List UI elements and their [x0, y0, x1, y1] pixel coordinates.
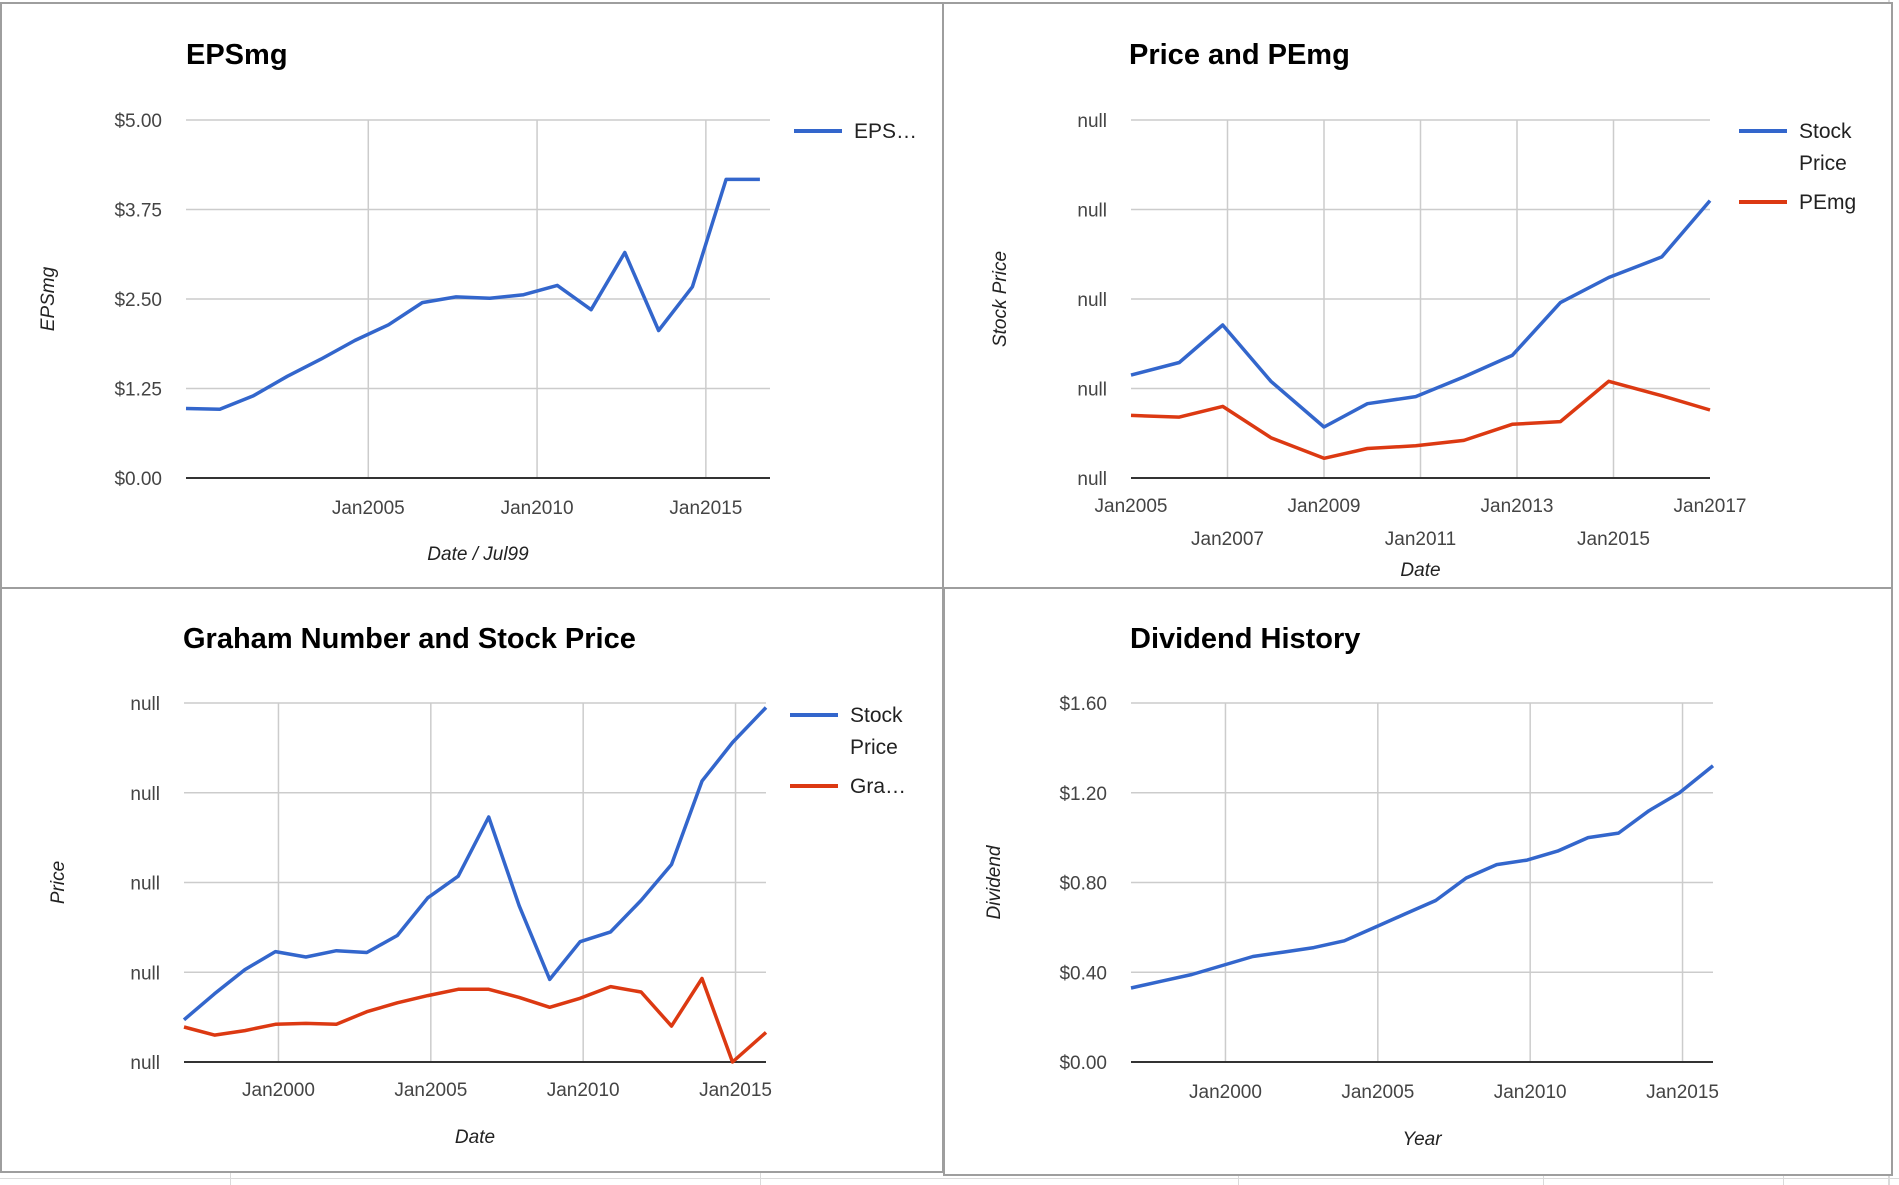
chart-panel-epsmg[interactable]: EPSmg $0.00 $1.25 $2.50 $3.75 $5.00 Jan2005 Jan… [0, 2, 944, 589]
chart-epsmg: EPSmg $0.00 $1.25 $2.50 $3.75 $5.00 Jan2005 Jan… [38, 39, 917, 565]
x-tick-label: Jan2015 [699, 1080, 772, 1101]
chart-title: Dividend History [1130, 623, 1360, 655]
x-tick-label: Jan2005 [1341, 1082, 1414, 1103]
x-tick-label: Jan2015 [1646, 1082, 1719, 1103]
y-tick-label: $2.50 [114, 290, 162, 311]
x-tick-label: Jan2013 [1481, 496, 1554, 517]
x-axis-title: Date [1400, 560, 1440, 581]
chart-title: Price and PEmg [1129, 39, 1350, 71]
x-tick-label: Jan2000 [242, 1080, 315, 1101]
y-tick-label: $3.75 [114, 201, 162, 222]
legend-label-line: Price [850, 736, 898, 759]
sheet-gridline [230, 1170, 231, 1185]
y-tick-label: null [130, 1053, 160, 1074]
x-tick-label: Jan2010 [547, 1080, 620, 1101]
y-tick-label: $0.00 [114, 469, 162, 490]
y-tick-label: null [1077, 290, 1107, 311]
x-axis-title: Date / Jul99 [427, 544, 529, 565]
x-tick-label: Jan2010 [1494, 1082, 1567, 1103]
y-tick-label: null [130, 784, 160, 805]
chart-price-pemg: Price and PEmg null null null null null Jan200… [990, 39, 1856, 581]
series-line-eps [185, 177, 760, 412]
y-tick-label: null [1077, 380, 1107, 401]
sheet-gridline [760, 1170, 761, 1185]
x-axis-title: Date [455, 1127, 495, 1148]
series-line-stock-price [182, 706, 768, 1022]
y-axis-title: EPSmg [38, 266, 59, 331]
legend-label: Stock Price [1799, 120, 1852, 175]
legend-label-line: Stock [1799, 120, 1852, 143]
chart-title: EPSmg [186, 39, 288, 71]
legend-label: EPS… [854, 120, 917, 143]
chart-dividend: Dividend History $0.00 $0.40 $0.80 $1.20 $1.6… [984, 623, 1719, 1150]
sheet-gridline [0, 1178, 1899, 1179]
x-tick-label: Jan2017 [1674, 496, 1747, 517]
x-tick-label: Jan2015 [1577, 529, 1650, 550]
chart-panel-graham[interactable]: Graham Number and Stock Price null null nul… [0, 587, 944, 1173]
y-axis-title: Price [48, 861, 69, 904]
y-tick-label: null [1077, 201, 1107, 222]
x-tick-label: Jan2000 [1189, 1082, 1262, 1103]
series-line-stock-price [1130, 199, 1712, 429]
y-tick-label: $1.25 [114, 380, 162, 401]
x-tick-label: Jan2005 [332, 498, 405, 519]
y-tick-label: null [1077, 469, 1107, 490]
series-line-pemg [1130, 379, 1711, 461]
chart-panel-price-pemg[interactable]: Price and PEmg null null null null null Jan200… [942, 2, 1893, 589]
series-line-dividend [1130, 764, 1715, 990]
legend-label-line: Gra… [850, 775, 906, 798]
x-tick-label: Jan2011 [1385, 529, 1457, 550]
y-tick-label: $0.80 [1059, 874, 1107, 895]
legend-label: PEmg [1799, 191, 1856, 214]
y-tick-label: $0.40 [1059, 963, 1107, 984]
x-tick-label: Jan2005 [1095, 496, 1168, 517]
x-tick-label: Jan2009 [1288, 496, 1361, 517]
x-tick-label: Jan2007 [1191, 529, 1264, 550]
legend-label-line: Stock [850, 704, 903, 727]
legend-label-line: Price [1799, 152, 1847, 175]
series-line-gra [183, 976, 768, 1064]
y-tick-label: $5.00 [114, 111, 162, 132]
legend-label: Stock Price [850, 704, 903, 759]
y-axis-title: Stock Price [990, 251, 1011, 347]
x-tick-label: Jan2015 [669, 498, 742, 519]
sheet-gridline [1783, 1170, 1784, 1185]
legend-label-line: EPS… [854, 120, 917, 143]
y-tick-label: $0.00 [1059, 1053, 1107, 1074]
y-tick-label: null [130, 874, 160, 895]
x-axis-title: Year [1402, 1129, 1442, 1150]
y-tick-label: $1.60 [1059, 694, 1107, 715]
legend-label-line: PEmg [1799, 191, 1856, 214]
sheet-gridline [1543, 1170, 1544, 1185]
chart-panel-dividend[interactable]: Dividend History $0.00 $0.40 $0.80 $1.20 $1.6… [943, 587, 1893, 1176]
y-tick-label: null [1077, 111, 1107, 132]
x-tick-label: Jan2005 [394, 1080, 467, 1101]
y-tick-label: $1.20 [1059, 784, 1107, 805]
sheet-gridline [1238, 1170, 1239, 1185]
y-axis-title: Dividend [984, 844, 1005, 919]
y-tick-label: null [130, 963, 160, 984]
legend-label: Gra… [850, 775, 906, 798]
x-tick-label: Jan2010 [501, 498, 574, 519]
chart-title: Graham Number and Stock Price [183, 623, 636, 655]
y-tick-label: null [130, 694, 160, 715]
chart-graham: Graham Number and Stock Price null null nul… [48, 623, 906, 1148]
